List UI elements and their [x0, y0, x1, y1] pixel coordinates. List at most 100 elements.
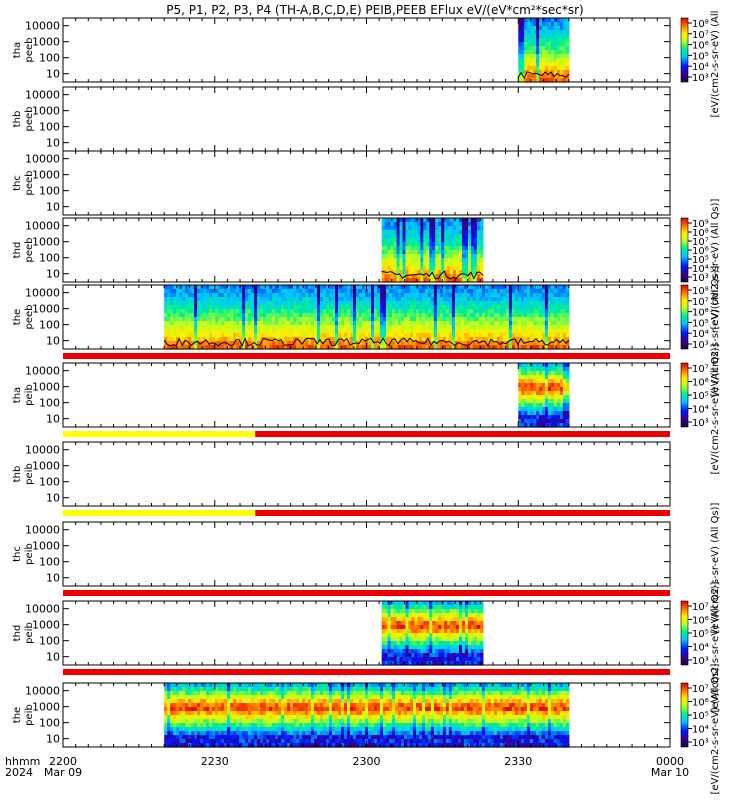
colorbar-tick-label: 10⁵	[692, 318, 709, 329]
colorbar-tick-label: 10⁵	[692, 711, 709, 722]
colorbar-scale	[680, 682, 689, 748]
y-tick-label: 100	[39, 121, 60, 134]
panel-ylabel-probe: the	[12, 707, 23, 723]
colorbar-tick-label: 10⁴	[692, 643, 709, 654]
panel-ylabel-product: peeb	[24, 107, 35, 132]
colorbar-tick-label: 10⁵	[692, 629, 709, 640]
colorbar-tick-label: 10⁷	[692, 602, 709, 613]
colorbar-label: [eV/(cm2-s-sr-eV) (All Qs)]	[710, 502, 721, 633]
colorbar-tick-label: 10⁴	[692, 725, 709, 736]
mode-bar-segment	[63, 669, 670, 675]
x-date-label: Mar 09	[44, 766, 82, 779]
colorbar-tick-label: 10⁵	[692, 51, 709, 62]
y-tick-label: 10000	[25, 153, 60, 166]
x-tick-label: 2200	[49, 755, 77, 768]
colorbar-label: [eV/(cm2-s-sr-eV) (All Qs)]	[710, 265, 721, 396]
mode-bar-segment	[63, 510, 256, 516]
panel-ylabel-product: peeb	[24, 305, 35, 330]
y-tick-label: 10000	[25, 220, 60, 233]
colorbar-tick-label: 10⁵	[692, 391, 709, 402]
y-tick-label: 1000	[32, 540, 60, 553]
colorbar-label: [eV/(cm2-s-sr-eV) (All Qs)]	[710, 198, 721, 329]
panel-frame-thd-peib	[62, 600, 671, 666]
y-tick-label: 1000	[32, 619, 60, 632]
y-tick-label: 1000	[32, 105, 60, 118]
panel-frame-tha-peib	[62, 362, 671, 428]
mode-bar-segment	[63, 353, 670, 359]
scpot-line-tha	[517, 71, 570, 80]
y-tick-label: 10000	[25, 524, 60, 537]
y-tick-label: 100	[39, 397, 60, 410]
x-tick-label: 0000	[656, 755, 684, 768]
panel-frame-thd-peeb	[62, 217, 671, 283]
colorbar-scale	[680, 600, 689, 666]
panel-ylabel-product: peeb	[24, 171, 35, 196]
panel-ylabel-probe: thd	[12, 242, 23, 259]
colorbar-tha-peib: 10⁷ 10⁶ 10⁵ 10⁴ 10³ [eV/(cm2-s-sr-eV) (All Qs…	[680, 343, 721, 474]
y-tick-label: 100	[39, 556, 60, 569]
colorbar-tick-label: 10⁴	[692, 405, 709, 416]
colorbar-tick-label: 10⁶	[692, 698, 709, 709]
mode-bar-segment	[255, 510, 670, 516]
colorbar-tick-label: 10⁷	[692, 364, 709, 375]
y-tick-label: 10	[46, 268, 60, 281]
y-tick-label: 10	[46, 572, 60, 585]
mode-bar-segment	[255, 431, 670, 437]
colorbar-scale	[680, 17, 689, 83]
colorbar-tick-label: 10³	[692, 273, 709, 284]
colorbar-tick-label: 10⁵	[692, 255, 709, 266]
spectrogram-thd-peib	[381, 601, 484, 666]
x-date-label: Mar 10	[651, 766, 689, 779]
y-tick-label: 100	[39, 319, 60, 332]
panel-frame-thc-peib	[62, 521, 671, 587]
y-tick-label: 10	[46, 137, 60, 150]
colorbar-tick-label: 10⁷	[692, 684, 709, 695]
y-tick-label: 10000	[25, 365, 60, 378]
colorbar-tick-label: 10⁶	[692, 308, 709, 319]
panel-ylabel-product: peib	[24, 622, 35, 644]
spectrogram-the-peeb	[164, 285, 570, 350]
colorbar-tick-label: 10⁶	[692, 378, 709, 389]
panel-ylabel-probe: tha	[12, 387, 23, 403]
figure-title: P5, P1, P2, P3, P4 (TH-A,B,C,D,E) PEIB,P…	[166, 3, 583, 17]
y-tick-label: 1000	[32, 701, 60, 714]
y-tick-label: 100	[39, 185, 60, 198]
panel-ylabel-product: peeb	[24, 38, 35, 63]
colorbar-tick-label: 10⁴	[692, 264, 709, 275]
y-tick-label: 10	[46, 201, 60, 214]
y-tick-label: 10000	[25, 603, 60, 616]
y-tick-label: 10	[46, 335, 60, 348]
y-tick-label: 10	[46, 413, 60, 426]
colorbar-label: [eV/(cm2-s-sr-eV) (All	[710, 11, 721, 118]
colorbar-tick-label: 10³	[692, 656, 709, 667]
panel-frame-thb-peeb	[62, 86, 671, 152]
panel-ylabel-probe: the	[12, 309, 23, 325]
spectrogram-the-peib	[164, 683, 570, 748]
colorbar-label: [eV/(cm2-s-sr-eV) (All Qs)]	[710, 343, 721, 474]
y-tick-label: 1000	[32, 303, 60, 316]
panel-ylabel-probe: thb	[12, 466, 23, 483]
colorbar-label: [eV/(cm2-s-sr-eV) (All Qs)]	[710, 663, 721, 794]
y-tick-label: 1000	[32, 460, 60, 473]
y-tick-label: 1000	[32, 36, 60, 49]
colorbar-tick-label: 10³	[692, 418, 709, 429]
mode-bar-segment	[63, 431, 256, 437]
panel-ylabel-product: peib	[24, 384, 35, 406]
y-tick-label: 100	[39, 717, 60, 730]
colorbar-tick-label: 10⁶	[692, 616, 709, 627]
colorbar-tick-label: 10⁶	[692, 41, 709, 52]
y-tick-label: 10	[46, 651, 60, 664]
